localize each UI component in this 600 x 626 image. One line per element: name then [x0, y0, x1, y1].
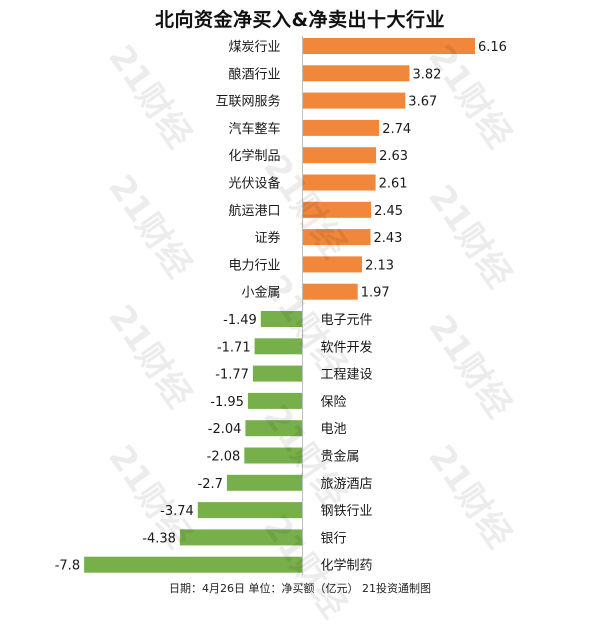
- bar-negative: [244, 447, 303, 464]
- bar-negative: [260, 311, 303, 327]
- category-label: 小金属: [241, 285, 280, 301]
- category-label: 工程建设: [321, 368, 373, 383]
- value-label: -1.49: [223, 313, 257, 328]
- value-label: -3.74: [160, 504, 194, 519]
- bar-positive: [302, 119, 380, 136]
- bar-positive: [302, 201, 372, 218]
- category-label: 化学制品: [228, 148, 280, 164]
- category-label: 保险: [321, 395, 347, 410]
- value-label: 2.74: [382, 122, 411, 137]
- bar-positive: [302, 65, 410, 82]
- value-label: 2.63: [379, 149, 408, 164]
- value-label: 2.13: [365, 258, 394, 273]
- category-label: 电力行业: [228, 258, 280, 273]
- bar-positive: [302, 174, 376, 191]
- bar-positive: [302, 147, 377, 164]
- bar-negative: [179, 529, 303, 546]
- bar-negative: [252, 365, 303, 382]
- bar-positive: [302, 256, 363, 273]
- bar-negative: [247, 392, 303, 409]
- value-label: 3.67: [408, 95, 437, 110]
- value-label: -1.95: [210, 395, 244, 410]
- value-label: 2.43: [374, 231, 403, 246]
- bar-negative: [254, 338, 303, 355]
- bar-positive: [302, 92, 406, 109]
- category-label: 汽车整车: [228, 121, 280, 137]
- chart-title: 北向资金净买入&净卖出十大行业: [154, 9, 446, 31]
- value-label: -1.71: [217, 340, 251, 355]
- category-label: 钢铁行业: [321, 504, 373, 519]
- value-label: -4.38: [142, 531, 176, 546]
- bar-chart: 煤炭行业 6.16 酿酒行业 3.82 互联网服务 3.67 汽车整车 2.74 化学制品 2.6…: [55, 36, 507, 575]
- bar-negative: [226, 474, 303, 491]
- category-label: 银行: [321, 531, 347, 546]
- category-label: 电池: [321, 422, 347, 437]
- category-label: 化学制药: [321, 558, 373, 574]
- value-label: 6.16: [478, 40, 507, 55]
- category-label: 光伏设备: [228, 176, 280, 192]
- bar-negative: [245, 420, 303, 437]
- chart-footer-note: 日期：4月26日 单位：净买额（亿元） 21投资通制图: [169, 582, 431, 595]
- category-label: 证券: [254, 230, 280, 246]
- value-label: -2.04: [208, 422, 242, 437]
- category-label: 煤炭行业: [228, 40, 280, 55]
- bar-positive: [302, 38, 475, 54]
- value-label: 1.97: [361, 286, 390, 301]
- category-label: 软件开发: [321, 339, 373, 355]
- category-label: 贵金属: [321, 449, 360, 465]
- category-label: 电子元件: [321, 313, 373, 328]
- bar-positive: [302, 229, 371, 246]
- bar-negative: [197, 502, 303, 519]
- value-label: -1.77: [215, 368, 249, 383]
- category-label: 航运港口: [228, 203, 280, 219]
- value-label: 2.45: [374, 204, 403, 219]
- bar-positive: [302, 283, 358, 300]
- category-label: 酿酒行业: [228, 66, 280, 82]
- category-label: 旅游酒店: [321, 477, 373, 492]
- value-label: -2.08: [207, 450, 241, 465]
- value-label: -7.8: [55, 559, 80, 574]
- category-label: 互联网服务: [215, 94, 280, 110]
- value-label: 2.61: [379, 177, 408, 192]
- value-label: 3.82: [413, 67, 442, 82]
- value-label: -2.7: [198, 477, 223, 492]
- bar-negative: [84, 556, 303, 573]
